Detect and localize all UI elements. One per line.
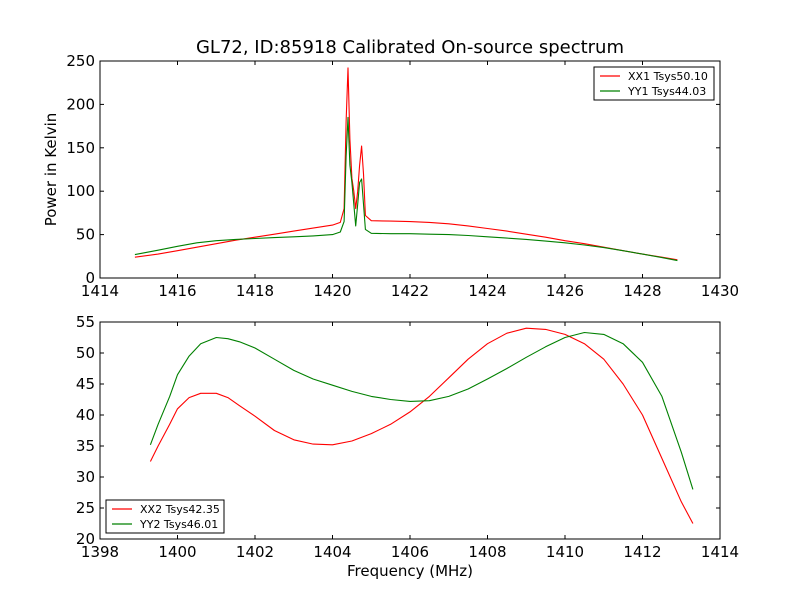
legend: XX2 Tsys42.35 YY2 Tsys46.01: [105, 499, 225, 534]
y-tick-label: 250: [66, 52, 95, 70]
series-line-2: [134, 116, 678, 262]
x-tick-label: 1420: [313, 282, 351, 300]
y-tick-label: 100: [66, 182, 95, 200]
y-tick-label: 50: [76, 344, 95, 362]
y-tick-label: 20: [76, 530, 95, 548]
x-tick-label: 1416: [158, 282, 196, 300]
x-tick-label: 1410: [546, 543, 584, 561]
legend-entry: YY1 Tsys44.03: [627, 85, 706, 98]
x-tick-label: 1418: [236, 282, 274, 300]
legend-entry: XX1 Tsys50.10: [628, 70, 708, 83]
y-tick-label: 25: [76, 499, 95, 517]
y-axis-label: Power in Kelvin: [42, 113, 60, 227]
x-tick-label: 1404: [313, 543, 351, 561]
legend-box: [593, 66, 715, 101]
x-tick-label: 1412: [623, 543, 661, 561]
x-tick-label: 1406: [391, 543, 429, 561]
y-tick-label: 45: [76, 375, 95, 393]
x-tick-label: 1408: [468, 543, 506, 561]
x-tick-label: 1430: [701, 282, 739, 300]
legend-box: [105, 499, 225, 534]
series-group: [134, 67, 678, 262]
x-tick-label: 1414: [81, 282, 119, 300]
y-tick-label: 0: [85, 269, 95, 287]
x-tick-label: 1414: [701, 543, 739, 561]
bottom-spectrum-chart: 1398 1400 1402 1404 1406 1408 1410 1412 1414 20 25…: [76, 313, 739, 580]
series-line-1: [149, 327, 694, 524]
x-tick-label: 1402: [236, 543, 274, 561]
series-line-2: [149, 331, 694, 490]
x-tick-label: 1428: [623, 282, 661, 300]
y-tick-label: 150: [66, 139, 95, 157]
x-tick-label: 1426: [546, 282, 584, 300]
y-tick-label: 35: [76, 437, 95, 455]
series-group: [149, 327, 694, 524]
x-tick-label: 1422: [391, 282, 429, 300]
x-tick-label: 1424: [468, 282, 506, 300]
legend-entry: XX2 Tsys42.35: [140, 503, 220, 516]
y-tick-label: 40: [76, 406, 95, 424]
x-tick-label: 1398: [81, 543, 119, 561]
y-tick-label: 55: [76, 313, 95, 331]
y-tick-label: 200: [66, 95, 95, 113]
x-axis-label: Frequency (MHz): [347, 562, 473, 580]
x-tick-label: 1400: [158, 543, 196, 561]
y-tick-label: 30: [76, 468, 95, 486]
chart-title: GL72, ID:85918 Calibrated On-source spec…: [196, 37, 624, 58]
legend-entry: YY2 Tsys46.01: [139, 518, 218, 531]
legend: XX1 Tsys50.10 YY1 Tsys44.03: [593, 66, 715, 101]
y-tick-label: 50: [76, 226, 95, 244]
series-line-1: [134, 67, 678, 261]
top-spectrum-chart: 1414 1416 1418 1420 1422 1424 1426 1428 1430 0 50 1…: [42, 37, 739, 300]
